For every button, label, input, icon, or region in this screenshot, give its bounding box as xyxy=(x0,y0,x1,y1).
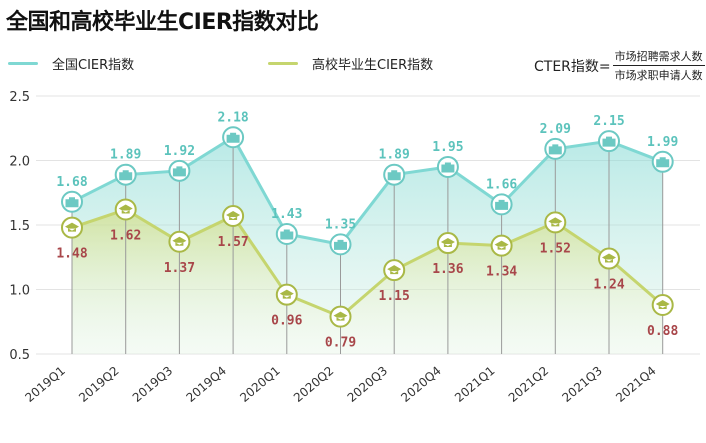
graduation-cap-icon xyxy=(490,234,513,257)
x-tick-label: 2019Q3 xyxy=(130,364,175,405)
data-label-graduate: 1.48 xyxy=(56,247,87,262)
briefcase-icon xyxy=(114,163,137,186)
data-label-national: 2.09 xyxy=(540,122,571,137)
legend-national-label: 全国CIER指数 xyxy=(52,58,135,73)
formula-label: CTER指数= xyxy=(534,58,611,75)
x-tick-label: 2021Q3 xyxy=(559,364,604,405)
x-tick-label: 2021Q4 xyxy=(613,364,658,405)
data-label-national: 2.15 xyxy=(593,114,624,129)
briefcase-icon xyxy=(329,233,352,256)
data-label-graduate: 0.88 xyxy=(647,324,678,339)
briefcase-icon xyxy=(490,193,513,216)
x-tick-label: 2019Q4 xyxy=(184,364,229,405)
y-tick-label: 1.5 xyxy=(9,219,30,234)
legend-graduate: 高校毕业生CIER指数 xyxy=(268,54,433,73)
x-tick-label: 2021Q1 xyxy=(452,364,497,405)
graduation-cap-icon xyxy=(436,232,459,255)
graduation-cap-icon xyxy=(275,283,298,306)
graduation-cap-icon xyxy=(222,204,245,227)
x-tick-label: 2020Q4 xyxy=(398,364,443,405)
briefcase-icon xyxy=(61,190,83,213)
x-tick-label: 2020Q2 xyxy=(291,364,336,405)
chart-title: 全国和高校毕业生CIER指数对比 xyxy=(6,10,319,35)
x-tick-label: 2021Q2 xyxy=(506,364,551,405)
briefcase-icon xyxy=(544,137,567,160)
data-label-graduate: 0.96 xyxy=(271,314,302,329)
data-label-graduate: 1.34 xyxy=(486,265,517,280)
y-tick-label: 0.5 xyxy=(9,348,30,363)
data-label-national: 1.99 xyxy=(647,135,678,150)
data-label-national: 2.18 xyxy=(217,110,248,125)
briefcase-icon xyxy=(168,159,191,182)
data-label-national: 1.89 xyxy=(110,148,141,163)
graduation-cap-icon xyxy=(114,198,137,221)
x-tick-label: 2020Q1 xyxy=(237,364,282,405)
data-label-national: 1.95 xyxy=(432,140,463,155)
y-tick-label: 1.0 xyxy=(9,284,30,299)
data-label-national: 1.43 xyxy=(271,207,302,222)
graduation-cap-icon xyxy=(598,247,620,270)
y-tick-label: 2.5 xyxy=(9,90,30,105)
graduation-cap-icon xyxy=(544,211,567,234)
briefcase-icon xyxy=(383,163,406,186)
legend-national-swatch xyxy=(8,62,38,65)
data-label-graduate: 1.36 xyxy=(432,262,463,277)
y-tick-label: 2.0 xyxy=(9,155,30,170)
legend-national: 全国CIER指数 xyxy=(8,54,134,73)
x-tick-label: 2019Q1 xyxy=(22,364,67,405)
graduation-cap-icon xyxy=(61,216,83,239)
data-label-national: 1.66 xyxy=(486,177,517,192)
series-area-graduate xyxy=(72,209,663,354)
graduation-cap-icon xyxy=(383,259,406,282)
graduation-cap-icon xyxy=(168,230,191,253)
data-label-graduate: 1.15 xyxy=(379,289,410,304)
x-tick-label: 2019Q2 xyxy=(76,364,121,405)
legend-graduate-label: 高校毕业生CIER指数 xyxy=(312,58,434,73)
data-label-graduate: 1.52 xyxy=(540,241,571,256)
briefcase-icon xyxy=(436,155,459,178)
formula-numerator: 市场招聘需求人数 xyxy=(612,48,705,66)
formula-fraction: 市场招聘需求人数 市场求职申请人数 xyxy=(612,48,705,83)
data-label-graduate: 1.24 xyxy=(593,278,624,293)
briefcase-icon xyxy=(222,126,245,149)
graduation-cap-icon xyxy=(651,293,674,316)
data-label-national: 1.68 xyxy=(56,175,87,190)
legend-graduate-swatch xyxy=(268,62,298,65)
briefcase-icon xyxy=(275,223,298,246)
data-label-national: 1.92 xyxy=(164,144,195,159)
briefcase-icon xyxy=(651,150,674,173)
data-label-national: 1.89 xyxy=(379,148,410,163)
data-label-national: 1.35 xyxy=(325,217,356,232)
graduation-cap-icon xyxy=(329,305,352,328)
formula-denominator: 市场求职申请人数 xyxy=(614,69,703,82)
data-label-graduate: 1.57 xyxy=(217,235,248,250)
formula: CTER指数= 市场招聘需求人数 市场求职申请人数 xyxy=(534,48,705,83)
data-label-graduate: 1.37 xyxy=(164,261,195,276)
data-label-graduate: 0.79 xyxy=(325,336,356,351)
briefcase-icon xyxy=(598,130,620,153)
x-tick-label: 2020Q3 xyxy=(345,364,390,405)
data-label-graduate: 1.62 xyxy=(110,229,141,244)
